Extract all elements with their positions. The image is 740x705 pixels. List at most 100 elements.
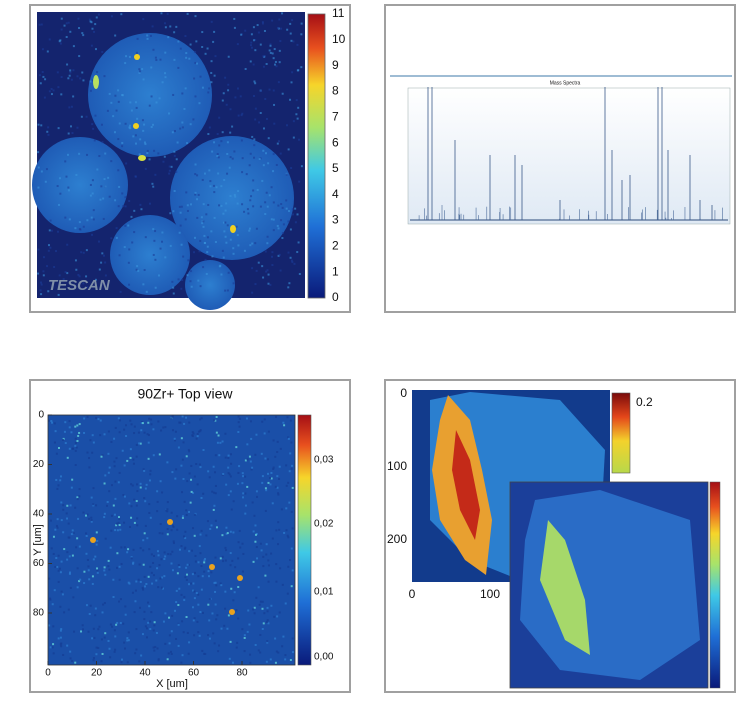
colorbar-tick-label: 11 [332,6,345,20]
texture-dot [123,246,126,249]
texture-dot [186,631,189,634]
texture-dot [136,490,139,493]
texture-dot [153,649,156,652]
texture-dot [273,122,276,125]
texture-dot [44,180,47,183]
texture-dot [134,134,137,137]
texture-dot [239,95,242,98]
texture-dot [118,565,121,568]
texture-dot [178,231,181,234]
texture-dot [61,593,64,596]
texture-dot [133,231,136,234]
texture-dot [238,417,241,420]
texture-dot [90,496,93,499]
texture-dot [214,454,217,457]
texture-dot [274,455,277,458]
texture-dot [226,172,229,175]
texture-dot [246,443,249,446]
texture-dot [59,629,62,632]
texture-dot [42,75,45,78]
texture-dot [81,624,84,627]
texture-dot [188,510,191,513]
texture-dot [194,173,197,176]
texture-dot [207,133,210,136]
texture-dot [221,249,224,252]
texture-dot [236,482,239,485]
texture-dot [112,115,115,118]
texture-dot [191,606,194,609]
texture-dot [240,114,243,117]
texture-dot [200,496,203,499]
texture-dot [104,573,107,576]
texture-dot [249,60,252,63]
texture-dot [116,552,119,555]
texture-dot [273,615,276,618]
texture-dot [70,486,73,489]
texture-dot [279,152,282,155]
texture-dot [253,606,256,609]
texture-dot [171,415,174,418]
texture-dot [66,551,69,554]
texture-dot [201,86,204,89]
texture-dot [69,69,72,72]
texture-dot [75,546,78,549]
texture-dot [38,74,41,77]
texture-dot [214,556,217,559]
texture-dot [126,639,129,642]
texture-dot [237,471,240,474]
texture-dot [194,15,197,18]
texture-dot [96,567,99,570]
texture-dot [207,570,210,573]
texture-dot [224,76,227,79]
map-background [48,415,295,665]
texture-dot [176,572,179,575]
texture-dot [140,208,143,211]
texture-dot [78,221,81,224]
texture-dot [201,45,204,48]
hotspot [229,609,235,615]
texture-dot [62,278,65,281]
texture-dot [276,142,279,145]
texture-dot [239,546,242,549]
texture-dot [242,496,245,499]
texture-dot [169,244,172,247]
colorbar-tick-label: 0,00 [314,652,334,663]
texture-dot [96,168,99,171]
texture-dot [148,605,151,608]
texture-dot [142,588,145,591]
texture-dot [194,554,197,557]
texture-dot [177,278,180,281]
texture-dot [114,497,117,500]
texture-dot [130,215,133,218]
texture-dot [227,614,230,617]
texture-dot [55,524,58,527]
texture-dot [202,492,205,495]
texture-dot [179,47,182,50]
texture-dot [238,465,241,468]
texture-dot [89,439,92,442]
texture-dot [136,517,139,520]
texture-dot [134,589,137,592]
texture-dot [193,617,196,620]
texture-dot [124,647,127,650]
texture-dot [208,637,211,640]
texture-dot [272,467,275,470]
texture-dot [159,247,162,250]
texture-dot [142,539,145,542]
texture-dot [72,596,75,599]
texture-dot [192,432,195,435]
texture-dot [187,448,190,451]
texture-dot [200,565,203,568]
texture-dot [41,71,44,74]
texture-dot [69,586,72,589]
texture-dot [258,603,261,606]
texture-dot [250,195,253,198]
texture-dot [224,235,227,238]
texture-dot [95,504,98,507]
texture-dot [261,265,264,268]
texture-dot [284,602,287,605]
texture-dot [286,592,289,595]
texture-dot [250,33,253,36]
texture-dot [130,556,133,559]
texture-dot [52,652,55,655]
